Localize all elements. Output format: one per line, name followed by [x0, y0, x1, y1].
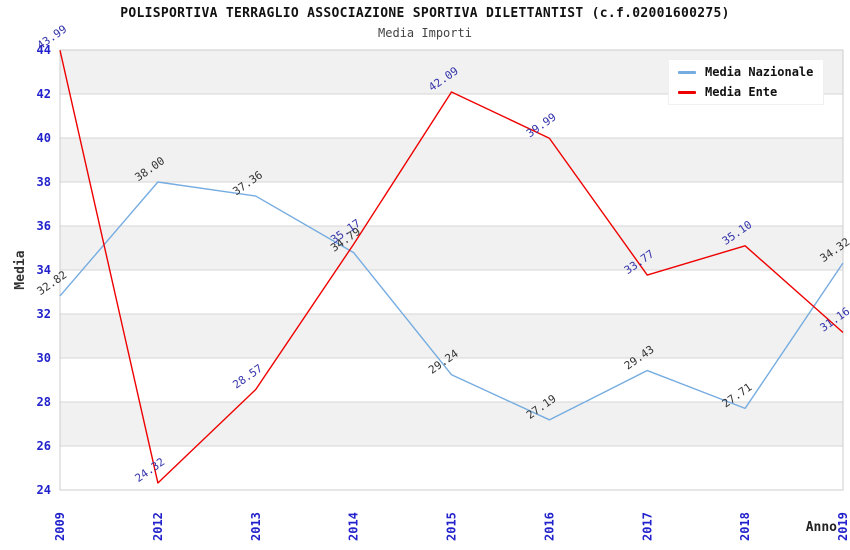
plot-band	[60, 402, 843, 446]
chart-subtitle: Media Importi	[378, 26, 472, 40]
legend-item-media-nazionale: Media Nazionale	[678, 65, 813, 79]
series-line-media-nazionale	[59, 181, 844, 421]
y-axis-title: Media	[13, 250, 28, 289]
y-tick-label: 26	[37, 439, 51, 453]
series-line-media-ente	[59, 50, 844, 484]
y-tick-label: 32	[37, 307, 51, 321]
x-tick-label: 2019	[836, 512, 850, 541]
x-tick-label: 2018	[738, 512, 752, 541]
x-axis-title: Anno	[806, 520, 837, 535]
legend-swatch-red-line-icon	[678, 90, 696, 94]
plot-band	[60, 270, 843, 314]
x-tick-label: 2016	[542, 512, 556, 541]
x-tick-label: 2012	[151, 512, 165, 541]
legend-swatch-blue-line-icon	[678, 70, 696, 74]
y-tick-label: 34	[37, 263, 51, 277]
y-tick-label: 36	[37, 219, 51, 233]
y-tick-label: 40	[37, 131, 51, 145]
legend-label: Media Ente	[705, 85, 778, 99]
x-tick-label: 2015	[445, 512, 459, 541]
y-tick-label: 28	[37, 395, 51, 409]
plot-band	[60, 446, 843, 490]
plot-band	[60, 226, 843, 270]
chart-title: POLISPORTIVA TERRAGLIO ASSOCIAZIONE SPOR…	[120, 6, 730, 21]
y-tick-label: 44	[37, 43, 51, 57]
y-tick-label: 42	[37, 87, 51, 101]
y-tick-label: 24	[37, 483, 51, 497]
legend-item-media-ente: Media Ente	[678, 85, 813, 99]
plot-band	[60, 314, 843, 358]
legend-label: Media Nazionale	[705, 65, 814, 79]
plot-band	[60, 182, 843, 226]
x-tick-label: 2013	[249, 512, 263, 541]
y-tick-label: 30	[37, 351, 51, 365]
x-tick-label: 2014	[347, 512, 361, 541]
plot-band	[60, 358, 843, 402]
x-tick-label: 2017	[640, 512, 654, 541]
plot-border	[59, 49, 844, 491]
plot-band	[60, 138, 843, 182]
legend-box: Media Nazionale Media Ente	[668, 59, 825, 105]
y-tick-label: 38	[37, 175, 51, 189]
x-tick-label: 2009	[53, 512, 67, 541]
